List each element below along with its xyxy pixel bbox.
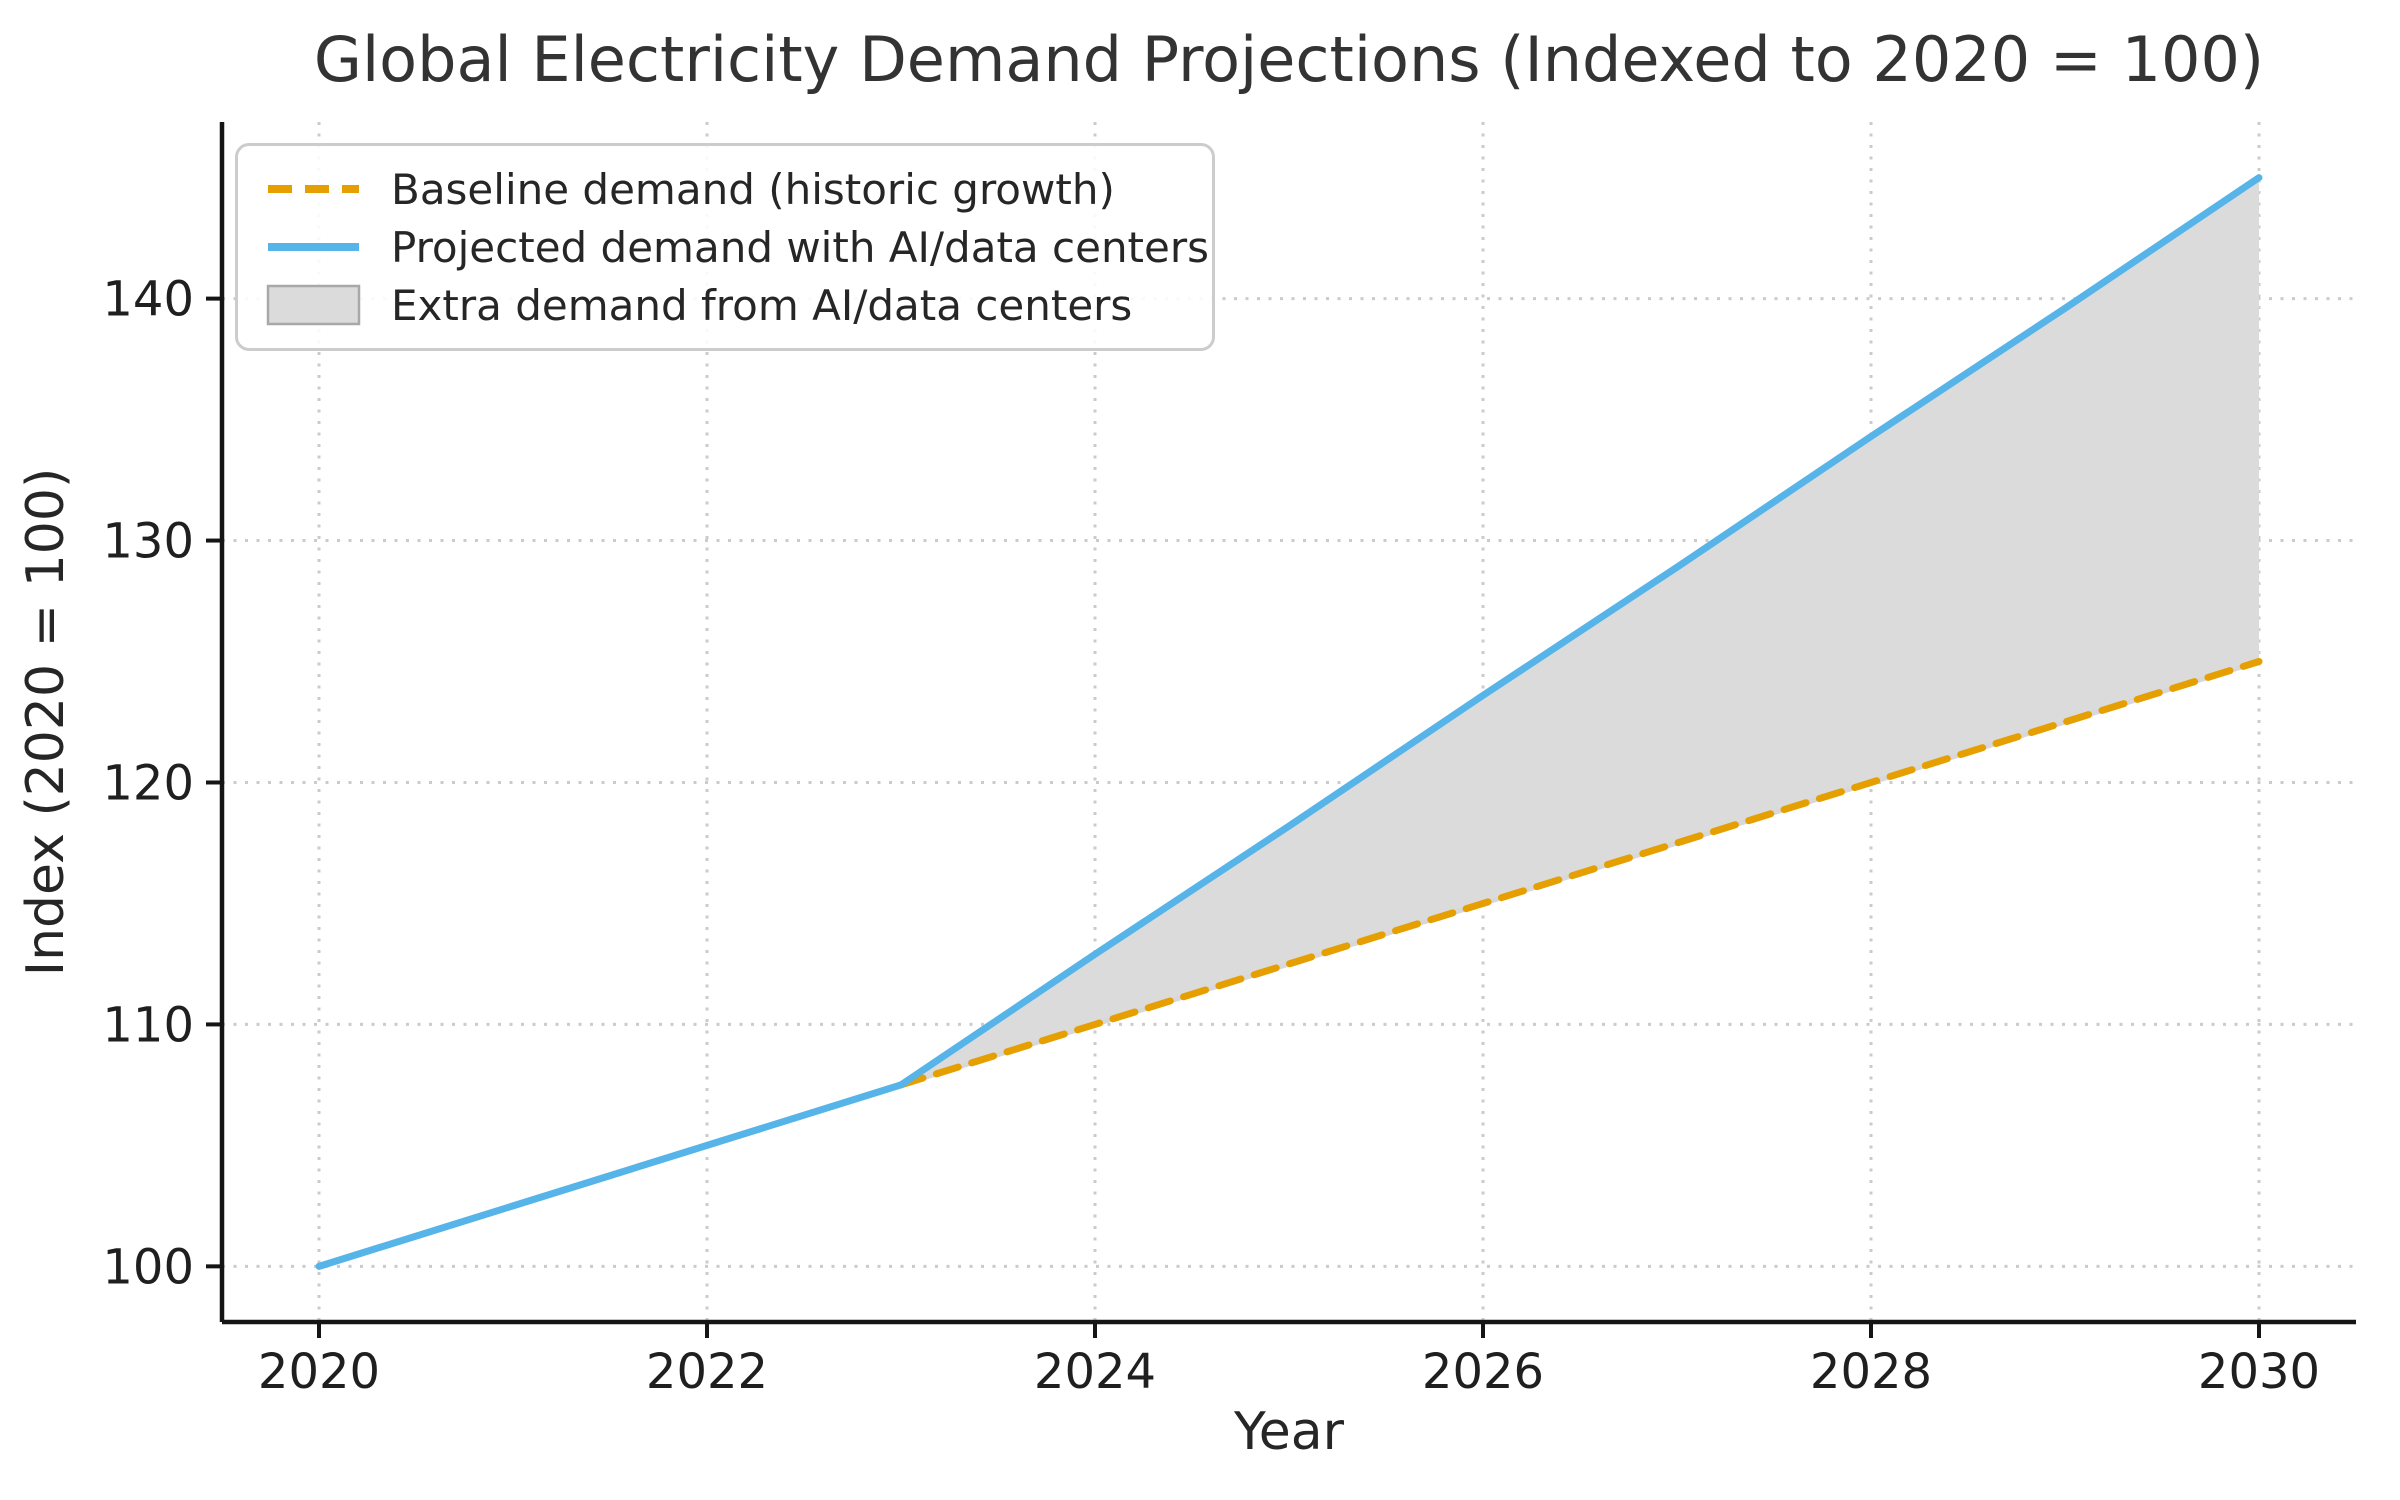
y-tick-label: 140 (102, 272, 194, 328)
x-tick-label: 2020 (258, 1344, 380, 1400)
legend-item-label: Extra demand from AI/data centers (391, 280, 1133, 330)
baseline-demand-line (897, 658, 2263, 1089)
legend-item-projected: Projected demand with AI/data centers (266, 218, 1209, 276)
x-axis-label: Year (1233, 1402, 1345, 1462)
legend-item-baseline: Baseline demand (historic growth) (266, 160, 1184, 218)
legend-item-label: Projected demand with AI/data centers (391, 222, 1210, 272)
legend: Baseline demand (historic growth) Projec… (235, 143, 1215, 351)
legend-patch (266, 284, 361, 326)
y-tick-label: 130 (102, 514, 194, 570)
patch-swatch-icon (266, 284, 361, 326)
y-tick-label: 100 (102, 1239, 194, 1295)
x-tick-label: 2026 (1422, 1344, 1544, 1400)
solid-line-swatch-icon (268, 243, 359, 251)
y-tick-label: 120 (102, 755, 194, 811)
legend-item-label: Baseline demand (historic growth) (391, 164, 1115, 214)
x-tick-label: 2028 (1810, 1344, 1932, 1400)
legend-item-extra-demand: Extra demand from AI/data centers (266, 276, 1184, 334)
x-tick-label: 2030 (2198, 1344, 2320, 1400)
dashed-line-swatch-icon (268, 185, 359, 193)
y-axis-label: Index (2020 = 100) (16, 467, 76, 977)
x-tick-label: 2024 (1034, 1344, 1156, 1400)
projected-demand-line (315, 174, 2263, 1270)
x-tick-label: 2022 (646, 1344, 768, 1400)
chart-title: Global Electricity Demand Projections (I… (313, 23, 2265, 96)
y-tick-label: 110 (102, 997, 194, 1053)
